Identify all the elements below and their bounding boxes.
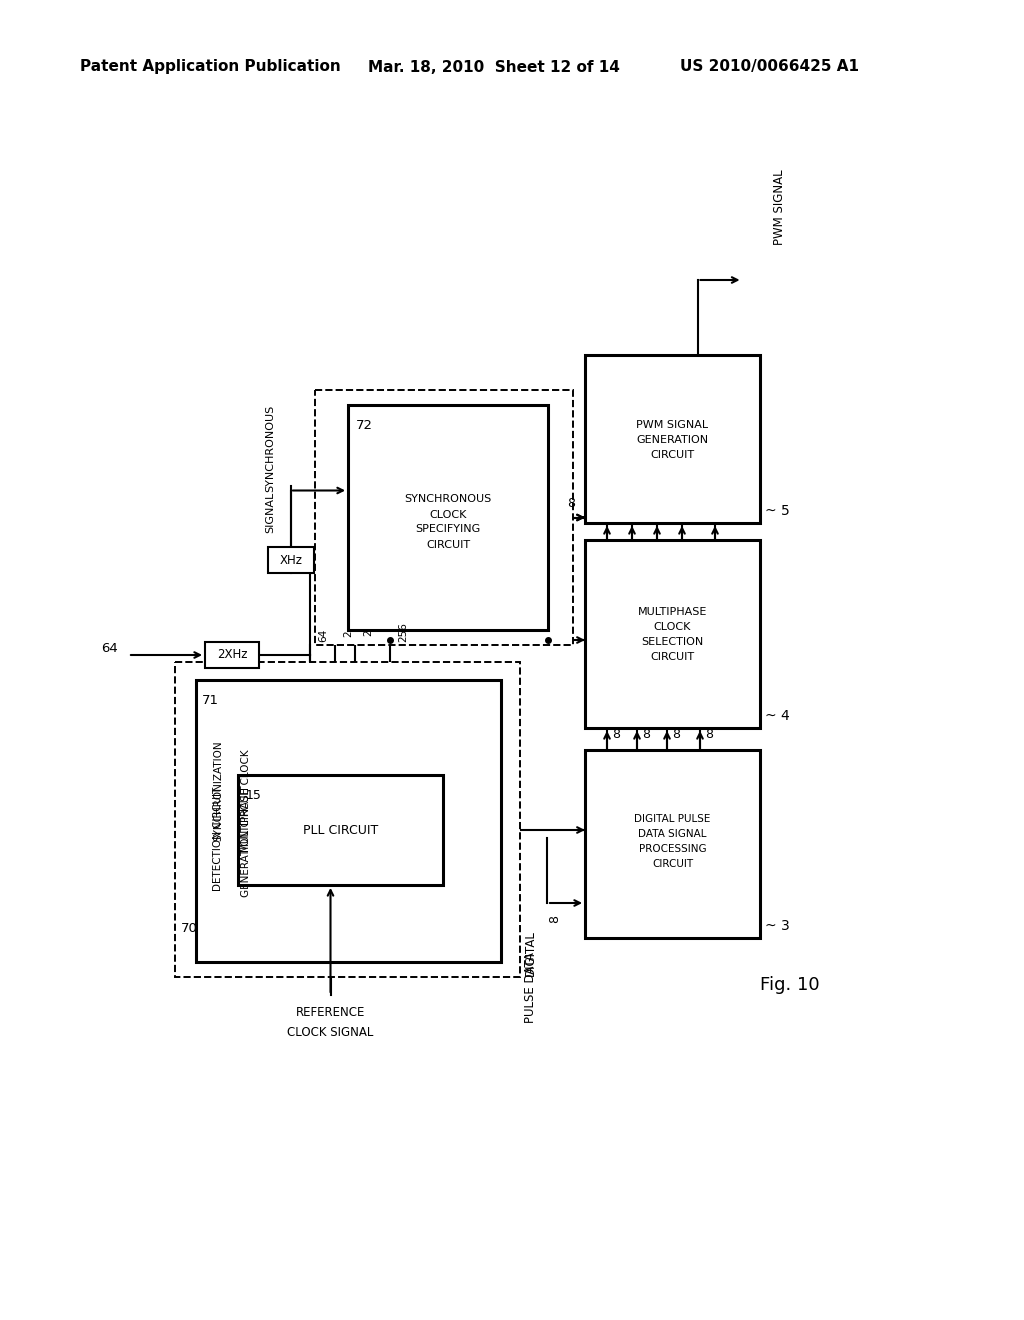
Text: Fig. 10: Fig. 10 (760, 975, 819, 994)
Text: SIGNAL: SIGNAL (265, 492, 275, 533)
Text: PLL CIRCUIT: PLL CIRCUIT (303, 824, 378, 837)
Text: ~ 4: ~ 4 (765, 709, 790, 723)
Bar (348, 405, 548, 630)
Text: 8: 8 (612, 727, 620, 741)
Text: Patent Application Publication: Patent Application Publication (80, 59, 341, 74)
Bar (315, 389, 573, 645)
Bar (175, 663, 520, 977)
Text: 71: 71 (202, 694, 219, 708)
Text: 8: 8 (567, 498, 575, 510)
Text: 2XHz: 2XHz (217, 648, 247, 661)
Text: CLOCK: CLOCK (653, 622, 691, 632)
Text: SYNCHRONOUS: SYNCHRONOUS (265, 405, 275, 492)
Text: PWM SIGNAL: PWM SIGNAL (637, 420, 709, 430)
Text: 8: 8 (549, 915, 561, 923)
Text: US 2010/0066425 A1: US 2010/0066425 A1 (680, 59, 859, 74)
Text: Mar. 18, 2010  Sheet 12 of 14: Mar. 18, 2010 Sheet 12 of 14 (368, 59, 620, 74)
Bar (205, 642, 259, 668)
Text: 64: 64 (101, 643, 119, 656)
Text: GENERATION CIRCUIT: GENERATION CIRCUIT (241, 785, 251, 896)
Text: CIRCUIT: CIRCUIT (650, 652, 694, 663)
Text: 15: 15 (246, 789, 262, 803)
Bar (238, 775, 443, 884)
Text: PROCESSING: PROCESSING (639, 843, 707, 854)
Text: DATA SIGNAL: DATA SIGNAL (638, 829, 707, 840)
Text: PULSE DATA: PULSE DATA (523, 953, 537, 1023)
Text: 72: 72 (356, 418, 373, 432)
Text: XHz: XHz (280, 553, 302, 566)
Text: 70: 70 (181, 921, 198, 935)
Text: DIGITAL PULSE: DIGITAL PULSE (634, 814, 711, 824)
Text: ~ 5: ~ 5 (765, 504, 790, 517)
Text: 8: 8 (705, 727, 713, 741)
Bar (585, 355, 760, 523)
Text: PWM SIGNAL: PWM SIGNAL (773, 169, 786, 244)
Text: CIRCUIT: CIRCUIT (652, 859, 693, 869)
Text: CLOCK: CLOCK (429, 510, 467, 520)
Text: SYNCHRONOUS: SYNCHRONOUS (404, 495, 492, 504)
Text: 8: 8 (672, 727, 680, 741)
Bar (196, 680, 501, 962)
Text: MULTIPHASE CLOCK: MULTIPHASE CLOCK (241, 750, 251, 853)
Text: GENERATION: GENERATION (637, 436, 709, 445)
Bar (585, 540, 760, 729)
Text: CIRCUIT: CIRCUIT (426, 540, 470, 549)
Text: SYNCHRONIZATION: SYNCHRONIZATION (213, 741, 223, 841)
Text: MULTIPHASE: MULTIPHASE (638, 607, 708, 616)
Text: REFERENCE: REFERENCE (296, 1006, 366, 1019)
Text: 2: 2 (343, 631, 353, 638)
Text: DIGITAL: DIGITAL (523, 931, 537, 975)
Bar (585, 750, 760, 939)
Text: 8: 8 (642, 727, 650, 741)
Text: DETECTION CIRCUIT: DETECTION CIRCUIT (213, 787, 223, 891)
Text: SELECTION: SELECTION (641, 638, 703, 647)
Bar (268, 546, 314, 573)
Text: CIRCUIT: CIRCUIT (650, 450, 694, 459)
Text: ~ 3: ~ 3 (765, 919, 790, 933)
Text: 2: 2 (362, 630, 373, 636)
Text: 64: 64 (318, 628, 328, 642)
Text: CLOCK SIGNAL: CLOCK SIGNAL (288, 1026, 374, 1039)
Text: SPECIFYING: SPECIFYING (416, 524, 480, 535)
Text: 256: 256 (398, 622, 408, 642)
